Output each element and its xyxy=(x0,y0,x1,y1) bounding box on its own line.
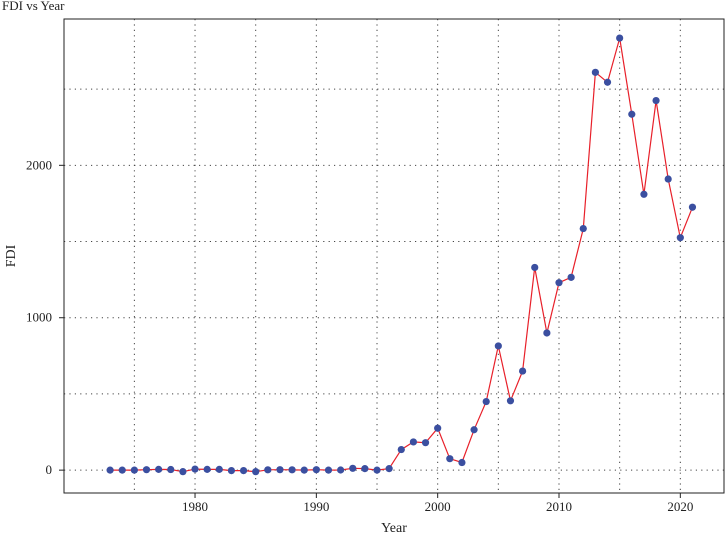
series-line xyxy=(110,37,694,473)
data-point xyxy=(494,342,502,350)
data-point xyxy=(603,78,612,86)
data-point xyxy=(555,279,563,287)
x-tick-label: 2010 xyxy=(546,499,572,514)
x-tick-label: 2000 xyxy=(425,499,451,514)
data-point xyxy=(324,466,333,474)
data-point xyxy=(676,234,684,242)
data-point xyxy=(227,466,236,475)
data-point xyxy=(203,465,211,473)
data-point xyxy=(640,190,648,198)
y-tick-label: 1000 xyxy=(26,310,52,325)
data-point xyxy=(300,466,308,474)
data-point xyxy=(264,466,272,474)
data-point xyxy=(276,466,284,474)
data-point xyxy=(664,175,672,183)
data-point xyxy=(312,466,320,474)
y-tick-label: 0 xyxy=(46,462,53,477)
data-points xyxy=(106,34,697,476)
data-point xyxy=(531,263,539,272)
x-tick-label: 1990 xyxy=(303,499,329,514)
data-point xyxy=(616,34,624,42)
data-point xyxy=(458,458,466,467)
grid-lines xyxy=(64,19,724,493)
x-axis-title: Year xyxy=(381,521,407,535)
x-tick-label: 2020 xyxy=(667,499,693,514)
y-tick-label: 2000 xyxy=(26,157,52,172)
data-point xyxy=(519,367,527,375)
data-point xyxy=(361,465,369,473)
data-point xyxy=(652,96,660,105)
data-point xyxy=(506,397,515,405)
data-point xyxy=(482,397,490,406)
data-point xyxy=(421,439,430,447)
data-point xyxy=(155,465,163,473)
data-point xyxy=(239,466,248,475)
data-point xyxy=(179,468,187,476)
data-point xyxy=(591,68,599,76)
data-point xyxy=(373,466,381,474)
data-point xyxy=(130,466,138,474)
data-point xyxy=(191,465,199,473)
data-point xyxy=(434,424,442,432)
y-axis-title: FDI xyxy=(4,244,19,267)
data-point xyxy=(118,466,126,474)
data-point xyxy=(543,329,551,337)
data-point xyxy=(397,445,405,454)
data-point xyxy=(567,273,575,281)
data-point xyxy=(409,438,418,446)
data-point xyxy=(385,465,393,473)
data-point xyxy=(215,465,223,473)
x-tick-label: 1980 xyxy=(182,499,208,514)
data-point xyxy=(688,203,697,211)
data-point xyxy=(628,110,636,118)
data-point xyxy=(579,224,587,233)
data-point xyxy=(349,464,357,472)
data-point xyxy=(288,466,296,474)
data-point xyxy=(252,468,260,476)
data-point xyxy=(167,465,175,474)
plot-frame xyxy=(63,18,725,494)
data-point xyxy=(446,455,454,463)
data-point xyxy=(470,426,478,434)
data-point xyxy=(337,466,345,474)
axis-ticks: 1980 1990 2000 2010 2020 0 1000 2000 xyxy=(26,157,693,514)
chart-title: FDI vs Year xyxy=(2,0,65,13)
data-point xyxy=(142,466,151,474)
data-point xyxy=(106,466,114,474)
